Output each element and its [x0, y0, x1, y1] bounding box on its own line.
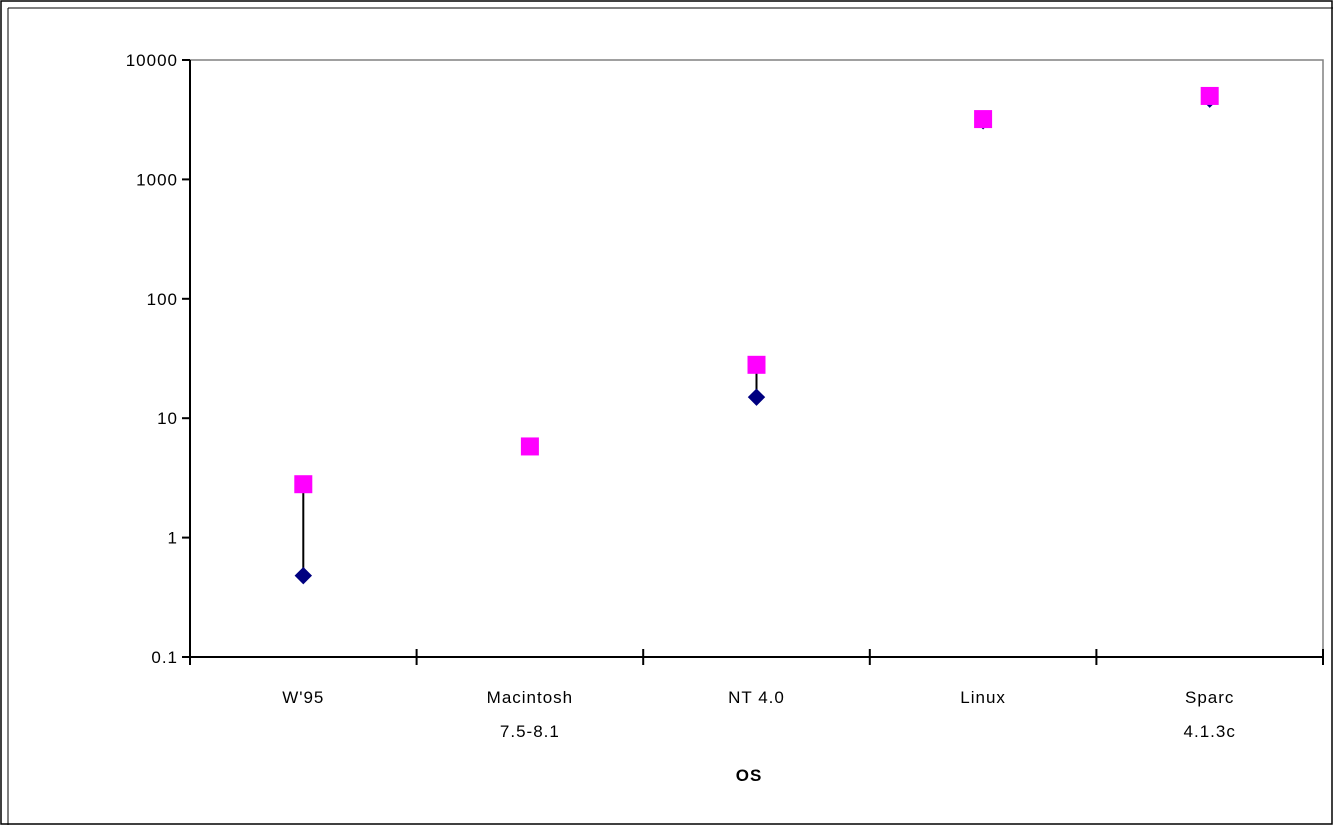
x-category-label: 4.1.3c — [1184, 722, 1236, 741]
x-category-label: Sparc — [1185, 688, 1234, 707]
data-marks — [294, 86, 1219, 585]
y-tick-label: 10 — [157, 409, 178, 428]
x-category-label: W'95 — [282, 688, 324, 707]
x-axis-title: OS — [736, 766, 763, 785]
y-tick-label: 100 — [147, 290, 178, 309]
x-category-label: 7.5-8.1 — [500, 722, 560, 741]
y-tick-label: 1 — [168, 529, 178, 548]
data-point-square — [747, 355, 766, 374]
y-tick-label: 1000 — [136, 170, 178, 189]
y-axis: 0.1 1 10 100 1000 10000 — [126, 51, 191, 667]
data-point-diamond — [294, 566, 313, 585]
data-point-diamond — [747, 388, 766, 406]
x-category-label: Macintosh — [487, 688, 573, 707]
data-point-square — [974, 110, 993, 129]
y-tick-label: 10000 — [126, 51, 178, 70]
data-point-square — [294, 475, 313, 494]
y-tick-label: 0.1 — [151, 648, 178, 667]
x-axis: W'95 Macintosh 7.5-8.1 NT 4.0 Linux Sparc 4.1.… — [189, 649, 1324, 741]
x-category-label: Linux — [960, 688, 1006, 707]
data-point-square — [1200, 86, 1219, 105]
x-category-label: NT 4.0 — [728, 688, 785, 707]
data-point-square — [520, 437, 539, 456]
